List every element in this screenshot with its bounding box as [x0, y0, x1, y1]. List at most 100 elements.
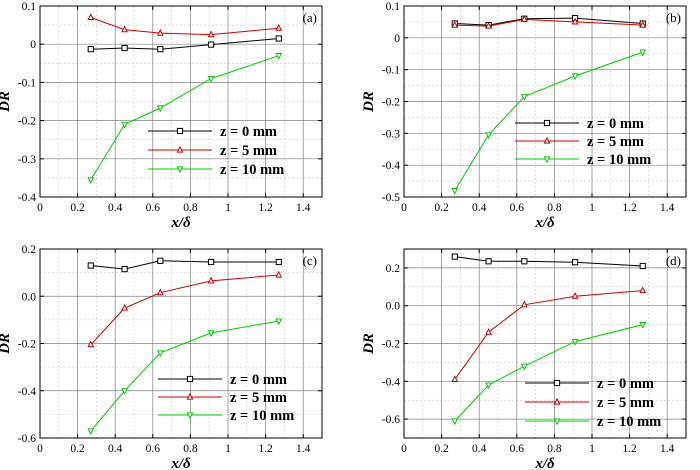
data-point: [571, 17, 579, 25]
series-line: [90, 274, 279, 346]
y-tick-label: -0.2: [18, 339, 36, 351]
x-tick-label: 0: [401, 202, 407, 214]
legend-label: z = 10 mm: [220, 162, 284, 178]
series-line: [90, 38, 279, 50]
x-tick-label: 1: [589, 443, 595, 455]
data-point: [207, 330, 215, 338]
data-point: [156, 28, 164, 36]
series-1: [451, 253, 646, 270]
series-line: [90, 260, 279, 270]
data-point: [520, 94, 528, 101]
data-point: [121, 25, 129, 33]
data-point: [451, 188, 459, 195]
y-tick-label: -0.1: [18, 77, 36, 89]
data-point: [87, 262, 94, 269]
legend-label: z = 10 mm: [597, 414, 661, 430]
x-axis-label: x/δ: [534, 215, 555, 231]
y-axis-label: DR: [0, 333, 13, 355]
data-point: [451, 20, 459, 28]
legend-label: z = 0 mm: [230, 372, 287, 388]
series-3: [87, 318, 283, 436]
series-2: [87, 270, 283, 348]
data-point: [121, 303, 129, 311]
legend-marker: [176, 127, 184, 135]
x-tick-label: 0.4: [472, 202, 487, 214]
legend-entry: z = 0 mm: [148, 124, 277, 140]
data-point: [485, 21, 493, 29]
series-line: [454, 256, 643, 267]
x-tick-label: 1: [225, 202, 231, 214]
data-point: [639, 20, 647, 28]
y-tick-label: 0.1: [22, 1, 37, 13]
legend-marker: [186, 392, 194, 400]
legend-entry: z = 5 mm: [158, 390, 287, 406]
y-tick-label: 0.0: [22, 291, 37, 303]
x-tick-label: 0.4: [472, 443, 487, 455]
data-point: [121, 388, 129, 395]
panel-label: (d): [666, 253, 681, 268]
x-tick-label: 0.8: [547, 202, 562, 214]
data-point: [451, 253, 458, 260]
legend-entry: z = 10 mm: [158, 408, 294, 424]
x-tick-label: 1.2: [622, 443, 637, 455]
data-point: [639, 286, 647, 294]
chart-panel-4: 0 0.2 0.4 0.6 0.8 1 1.2 1.4 -0.6 -0.4 -0.2 0.0 0.2 x/…: [361, 248, 687, 470]
series-1: [87, 35, 282, 53]
data-point: [156, 288, 164, 296]
chart-panel-3: 0 0.2 0.4 0.6 0.8 1 1.2 1.4 -0.6 -0.4 -0.2 0.0 0.2 x/…: [0, 244, 323, 470]
data-point: [451, 375, 459, 383]
y-tick-label: -0.2: [382, 339, 400, 351]
y-tick-label: -0.4: [382, 376, 400, 388]
legend-entry: z = 10 mm: [148, 162, 284, 178]
data-point: [157, 46, 164, 53]
series-line: [454, 290, 643, 380]
x-tick-label: 0.8: [183, 202, 198, 214]
legend-entry: z = 5 mm: [515, 134, 644, 150]
y-tick-label: -0.5: [382, 192, 400, 204]
legend-label: z = 5 mm: [597, 395, 654, 411]
chart-panel-1: 0 0.2 0.4 0.6 0.8 1 1.2 1.4 -0.4 -0.3 -0.2 -0.1 0 0.1…: [0, 1, 323, 231]
data-point: [207, 258, 215, 266]
x-tick-label: 0.4: [108, 202, 123, 214]
series-2: [451, 15, 647, 29]
legend-label: z = 5 mm: [230, 390, 287, 406]
data-point: [275, 53, 283, 60]
y-tick-label: -0.1: [382, 65, 400, 77]
y-tick-label: -0.4: [18, 192, 36, 204]
series-2: [87, 13, 283, 38]
legend-marker: [543, 119, 551, 127]
legend-marker: [553, 379, 561, 387]
data-point: [87, 177, 95, 185]
legend-label: z = 0 mm: [220, 124, 277, 140]
y-tick-label: -0.6: [382, 414, 400, 426]
x-tick-label: 1: [589, 202, 595, 214]
panel-label: (a): [303, 10, 317, 25]
legend-marker: [553, 418, 561, 426]
y-tick-label: 0.1: [386, 1, 401, 13]
data-point: [451, 418, 459, 426]
legend-label: z = 0 mm: [597, 376, 654, 392]
x-tick-label: 1.4: [296, 443, 311, 455]
data-point: [485, 132, 493, 140]
panel-label: (c): [303, 253, 317, 268]
plot-frame: [39, 5, 323, 198]
data-point: [156, 105, 164, 113]
data-point: [571, 259, 579, 266]
legend-marker: [543, 156, 551, 164]
data-point: [121, 121, 129, 129]
y-tick-label: 0.2: [22, 244, 37, 256]
x-tick-label: 0.6: [146, 202, 161, 214]
y-tick-label: 0: [394, 33, 400, 45]
x-tick-label: 0.4: [108, 443, 123, 455]
data-point: [639, 49, 647, 57]
data-point: [121, 44, 128, 52]
x-tick-label: 0.2: [70, 443, 85, 455]
y-tick-label: -0.2: [382, 97, 400, 109]
legend-marker: [553, 397, 561, 405]
x-tick-label: 1.2: [258, 202, 273, 214]
data-point: [520, 300, 528, 308]
y-tick-label: -0.3: [382, 128, 400, 140]
legend-marker: [186, 375, 194, 383]
data-point: [485, 258, 492, 265]
data-point: [207, 75, 215, 83]
